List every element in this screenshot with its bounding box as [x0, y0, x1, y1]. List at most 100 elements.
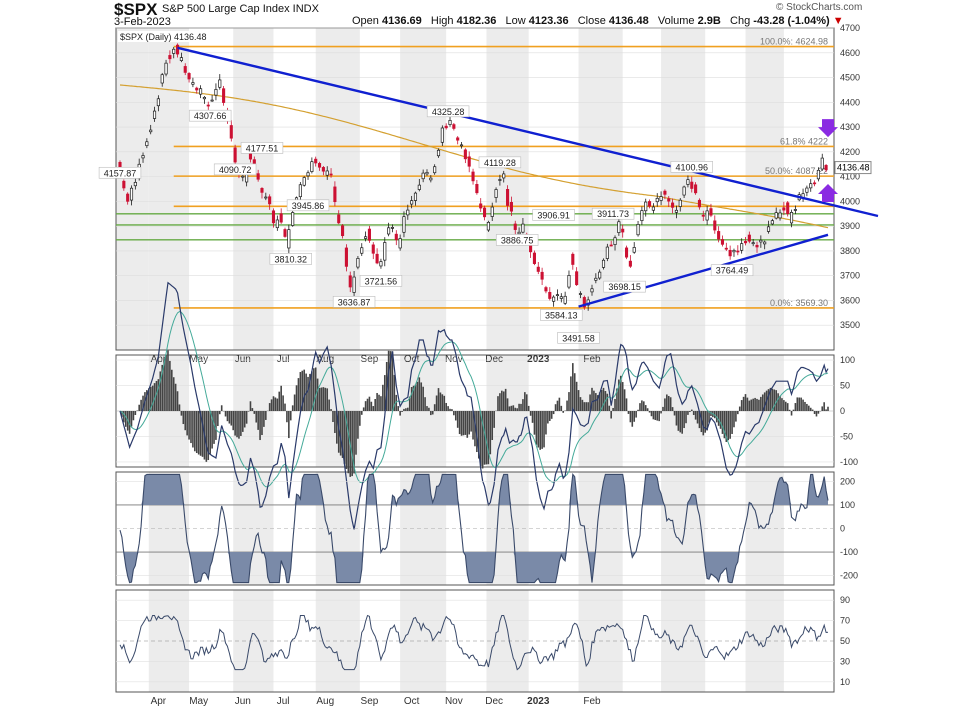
macd-histogram-bar — [733, 411, 735, 428]
macd-histogram-bar — [353, 411, 355, 474]
candle-body — [809, 183, 813, 189]
macd-histogram-bar — [130, 411, 133, 427]
swing-label-box — [603, 280, 646, 293]
macd-histogram-bar — [370, 401, 373, 411]
candle-body — [690, 181, 694, 189]
month-label: Jul — [277, 354, 290, 365]
macd-histogram-bar — [608, 405, 611, 411]
candle-body — [659, 196, 663, 201]
candle-body — [429, 177, 433, 181]
candle-body — [697, 199, 701, 208]
candle-body — [567, 275, 571, 288]
macd-histogram-bar — [541, 411, 543, 449]
macd-signal-line — [119, 311, 829, 488]
moving-average-line — [119, 84, 829, 229]
macd-histogram-bar — [815, 411, 818, 417]
candle-body — [149, 129, 153, 133]
swing-label: 4325.28 — [432, 107, 465, 117]
macd-histogram-bar — [600, 389, 603, 411]
macd-histogram-bar — [641, 400, 643, 411]
macd-histogram-bar — [470, 411, 472, 432]
macd-histogram-bar — [543, 411, 545, 448]
candle-body — [183, 66, 187, 73]
candle-body — [337, 214, 341, 224]
macd-histogram-bar — [259, 411, 261, 441]
macd-histogram-bar — [124, 411, 127, 427]
high-label: High — [430, 15, 454, 27]
macd-histogram-bar — [802, 399, 804, 411]
macd-histogram-bar — [650, 411, 653, 417]
ohlc-line: Open 4136.69 High 4182.36 Low 4123.36 Cl… — [352, 15, 844, 27]
macd-histogram-bar — [514, 407, 517, 411]
candle-body — [513, 223, 517, 230]
macd-histogram-bar — [449, 408, 451, 411]
price-tick-label: 4100 — [840, 172, 860, 182]
swing-label: 3698.15 — [608, 282, 641, 292]
macd-histogram-bar — [646, 408, 649, 411]
candle-body — [145, 141, 149, 147]
month-label: Apr — [151, 354, 167, 365]
rsi-month-label: Dec — [485, 696, 503, 707]
month-label: Oct — [404, 354, 420, 365]
macd-histogram-bar — [827, 406, 829, 411]
macd-histogram-bar — [230, 411, 233, 426]
macd-histogram-bar — [430, 411, 432, 416]
macd-histogram-bar — [121, 411, 123, 418]
candle-body — [390, 227, 395, 229]
candle-body — [352, 276, 356, 293]
macd-histogram-bar — [518, 403, 520, 411]
price-tick-label: 4000 — [840, 196, 860, 206]
price-tick-label: 3900 — [840, 221, 860, 231]
swing-label: 4177.51 — [246, 143, 279, 153]
swing-label-box — [591, 207, 635, 220]
candle-body — [152, 110, 157, 119]
macd-histogram-bar — [535, 411, 538, 445]
macd-histogram-bar — [213, 411, 215, 444]
swing-label-box — [98, 166, 142, 179]
uptrend-line — [578, 233, 829, 308]
macd-histogram-bar — [387, 350, 390, 411]
macd-histogram-bar — [360, 411, 363, 415]
macd-histogram-bar — [383, 375, 386, 411]
candle-body — [317, 163, 322, 168]
macd-histogram-bar — [236, 411, 238, 438]
macd-histogram-bar — [301, 370, 304, 411]
swing-label-box — [426, 105, 470, 118]
index-name: S&P 500 Large Cap Index INDX — [162, 3, 319, 15]
swing-label-box — [359, 275, 403, 287]
swing-label: 4090.72 — [219, 165, 252, 175]
candle-body — [571, 253, 575, 265]
macd-histogram-bar — [637, 409, 639, 411]
macd-histogram-bar — [268, 403, 271, 411]
macd-histogram-bar — [207, 411, 210, 461]
macd-histogram-bar — [809, 407, 812, 411]
candle-body — [590, 288, 594, 293]
candle-body — [494, 189, 498, 198]
macd-histogram-bar — [197, 411, 200, 455]
swing-label-box — [710, 264, 754, 277]
candle-body — [678, 199, 682, 207]
candle-body — [425, 171, 429, 175]
macd-histogram-bar — [186, 411, 188, 436]
low-label: Low — [505, 15, 526, 27]
macd-histogram-bar — [205, 411, 208, 462]
macd-histogram-bar — [276, 398, 279, 411]
macd-histogram-bar — [211, 411, 213, 449]
macd-histogram-bar — [662, 406, 664, 411]
macd-histogram-bar — [708, 411, 710, 423]
candle-body — [448, 120, 452, 125]
macd-histogram-bar — [623, 389, 626, 411]
candle-body — [218, 79, 222, 88]
macd-histogram-bar — [573, 373, 576, 411]
candle-body — [214, 89, 218, 96]
swing-label-box — [286, 199, 330, 212]
candle-body — [770, 220, 774, 225]
macd-histogram-bar — [704, 411, 707, 433]
macd-histogram-bar — [311, 371, 313, 411]
macd-histogram-bar — [763, 392, 766, 411]
candle-body — [490, 206, 494, 217]
swing-label-box — [495, 234, 539, 246]
rsi-tick-label: 30 — [840, 656, 850, 666]
rsi-month-label: Apr — [151, 696, 167, 707]
macd-histogram-bar — [318, 387, 321, 411]
